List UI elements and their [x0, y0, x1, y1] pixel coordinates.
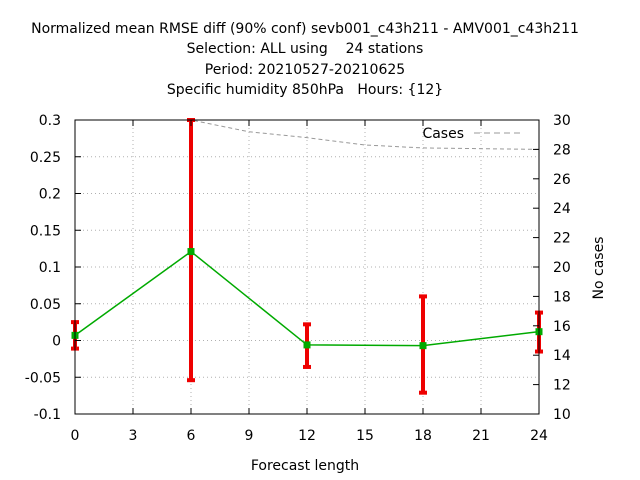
y2-tick-label: 12: [553, 378, 571, 394]
y-tick-label: 0.2: [39, 187, 61, 203]
legend-label-cases: Cases: [422, 126, 464, 142]
y2-tick-label: 14: [553, 348, 571, 364]
data-point: [303, 341, 311, 349]
x-tick-label: 12: [298, 428, 316, 444]
y-tick-label: 0.1: [39, 260, 61, 276]
title-line-1: Normalized mean RMSE diff (90% conf) sev…: [31, 21, 579, 37]
y-tick-label: 0.3: [39, 113, 61, 129]
y2-axis-title: No cases: [591, 237, 607, 300]
y2-tick-label: 18: [553, 289, 571, 305]
y2-tick-label: 24: [553, 201, 571, 217]
grid: [75, 120, 539, 414]
y2-tick-label: 22: [553, 231, 571, 247]
x-tick-label: 0: [71, 428, 80, 444]
x-tick-label: 21: [472, 428, 490, 444]
x-tick-label: 24: [530, 428, 548, 444]
x-tick-label: 3: [129, 428, 138, 444]
y2-tick-label: 30: [553, 113, 571, 129]
x-tick-label: 6: [187, 428, 196, 444]
y-tick-label: -0.05: [25, 370, 61, 386]
x-tick-label: 9: [245, 428, 254, 444]
y-tick-label: -0.1: [34, 407, 61, 423]
x-axis-title: Forecast length: [251, 458, 359, 474]
title-line-4: Specific humidity 850hPa Hours: {12}: [166, 82, 444, 98]
x-tick-label: 18: [414, 428, 432, 444]
y-tick-label: 0.15: [30, 223, 61, 239]
y-tick-label: 0.05: [30, 297, 61, 313]
y2-tick-label: 20: [553, 260, 571, 276]
x-tick-label: 15: [356, 428, 374, 444]
data-point: [419, 342, 427, 350]
y-tick-label: 0.25: [30, 150, 61, 166]
title-line-2: Selection: ALL using 24 stations: [186, 41, 424, 57]
y2-tick-label: 16: [553, 319, 571, 335]
ticks: 0 3 6 9 12 15 18 21 24 -0.1 -0.05 0 0.05 0.1 0.15 0.2 0.…: [25, 113, 571, 444]
legend: Cases: [422, 126, 522, 142]
y-tick-label: 0: [52, 334, 61, 350]
y2-tick-label: 10: [553, 407, 571, 423]
title-line-3: Period: 20210527-20210625: [204, 62, 406, 78]
y2-tick-label: 28: [553, 142, 571, 158]
y2-tick-label: 26: [553, 172, 571, 188]
data-point: [187, 248, 195, 256]
